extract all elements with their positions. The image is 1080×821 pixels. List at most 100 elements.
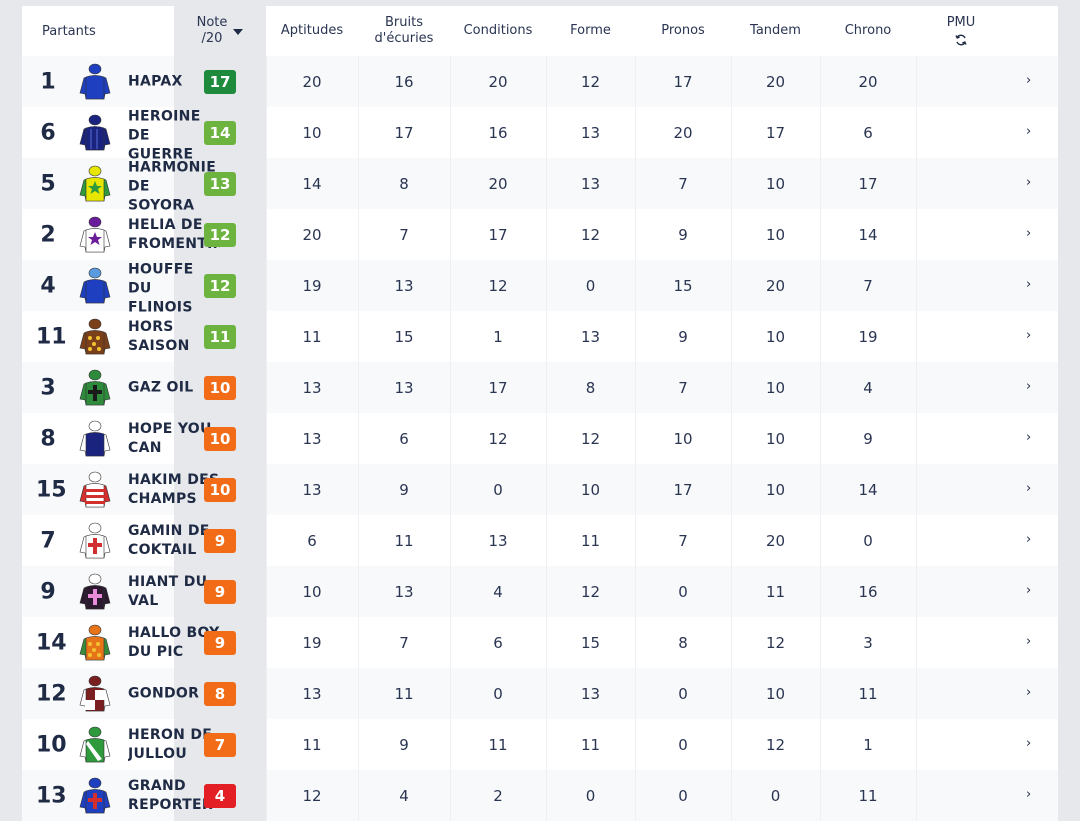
column-divider [731, 413, 732, 464]
score-aptitudes: 19 [302, 633, 322, 652]
score-bruits: 13 [394, 276, 414, 295]
score-pronos: 9 [678, 327, 688, 346]
chevron-right-icon[interactable]: › [1026, 633, 1032, 649]
column-divider [358, 566, 359, 617]
chevron-right-icon[interactable]: › [1026, 429, 1032, 445]
chevron-right-icon[interactable]: › [1026, 378, 1032, 394]
score-aptitudes: 11 [302, 327, 322, 346]
column-divider [358, 719, 359, 770]
column-divider [635, 56, 636, 107]
score-chrono: 20 [858, 72, 878, 91]
column-divider [731, 515, 732, 566]
chevron-right-icon[interactable]: › [1026, 735, 1032, 751]
horse-name[interactable]: GONDOR [128, 685, 200, 701]
chevron-right-icon[interactable]: › [1026, 123, 1032, 139]
column-divider [635, 158, 636, 209]
column-divider [450, 770, 451, 821]
horse-number: 11 [36, 324, 67, 349]
chevron-right-icon[interactable]: › [1026, 225, 1032, 241]
score-aptitudes: 13 [302, 480, 322, 499]
column-divider [450, 311, 451, 362]
score-conditions: 20 [488, 174, 508, 193]
table-row[interactable]: 8 HOPE YOU CAN 10 13 6 12 12 10 10 9 › [22, 413, 1058, 464]
horse-name[interactable]: GAZ OIL [128, 379, 194, 395]
score-bruits: 9 [399, 735, 409, 754]
note-badge: 12 [204, 222, 236, 247]
horse-name[interactable]: HERON DE JULLOU [128, 726, 213, 762]
column-divider [358, 617, 359, 668]
horse-number: 1 [40, 69, 56, 94]
score-bruits: 11 [394, 531, 414, 550]
table-row[interactable]: 11 HORS SAISON 11 11 15 1 13 9 10 19 › [22, 311, 1058, 362]
table-row[interactable]: 2 HELIA DE FROMENTIN 12 20 7 17 12 9 10 14 › [22, 209, 1058, 260]
chevron-right-icon[interactable]: › [1026, 786, 1032, 802]
table-row[interactable]: 13 GRAND REPORTER 4 12 4 2 0 0 0 11 › [22, 770, 1058, 821]
table-row[interactable]: 5 HARMONIE DE SOYORA 13 14 8 20 13 7 10 17 › [22, 158, 1058, 209]
chevron-right-icon[interactable]: › [1026, 327, 1032, 343]
column-divider [916, 209, 917, 260]
horse-name[interactable]: HORS SAISON [128, 318, 190, 354]
table-row[interactable]: 15 HAKIM DES CHAMPS 10 13 9 0 10 17 10 14 › [22, 464, 1058, 515]
column-divider [266, 464, 267, 515]
column-divider [916, 158, 917, 209]
horse-name[interactable]: HIANT DU VAL [128, 573, 208, 609]
header-pmu[interactable]: PMU [916, 6, 1006, 56]
horse-name[interactable]: HAKIM DES CHAMPS [128, 471, 220, 507]
column-divider [358, 209, 359, 260]
chevron-right-icon[interactable]: › [1026, 684, 1032, 700]
partants-table: Partants Note /20 Aptitudes Bruits d'écu… [22, 6, 1058, 821]
column-divider [266, 107, 267, 158]
table-row[interactable]: 3 GAZ OIL 10 13 13 17 8 7 10 4 › [22, 362, 1058, 413]
chevron-right-icon[interactable]: › [1026, 174, 1032, 190]
chevron-right-icon[interactable]: › [1026, 531, 1032, 547]
score-tandem: 11 [765, 582, 786, 601]
refresh-icon[interactable] [955, 33, 967, 47]
chevron-right-icon[interactable]: › [1026, 276, 1032, 292]
horse-name[interactable]: HARMONIE DE SOYORA [128, 159, 217, 209]
column-divider [358, 515, 359, 566]
table-row[interactable]: 4 HOUFFE DU FLINOIS 12 19 13 12 0 15 20 7 › [22, 260, 1058, 311]
header-note-sort[interactable]: Note /20 [174, 6, 266, 56]
chevron-right-icon[interactable]: › [1026, 72, 1032, 88]
score-bruits: 6 [399, 429, 409, 448]
jockey-silk-icon [78, 675, 112, 713]
chevron-right-icon[interactable]: › [1026, 582, 1032, 598]
horse-name[interactable]: HEROINE DE GUERRE [128, 108, 201, 158]
horse-name[interactable]: HALLO BOY DU PIC [128, 624, 220, 660]
horse-name[interactable]: HELIA DE FROMENTIN [128, 216, 220, 252]
chevron-right-icon[interactable]: › [1026, 480, 1032, 496]
column-divider [358, 413, 359, 464]
score-chrono: 11 [858, 684, 878, 703]
table-row[interactable]: 14 HALLO BOY DU PIC 9 19 7 6 15 8 12 3 › [22, 617, 1058, 668]
header-tandem: Tandem [750, 23, 801, 38]
score-conditions: 2 [493, 786, 503, 805]
column-divider [266, 668, 267, 719]
table-row[interactable]: 10 HERON DE JULLOU 7 11 9 11 11 0 12 1 › [22, 719, 1058, 770]
column-divider [358, 668, 359, 719]
score-chrono: 1 [863, 735, 873, 754]
column-divider [635, 719, 636, 770]
score-conditions: 11 [488, 735, 508, 754]
horse-name[interactable]: HOPE YOU CAN [128, 420, 212, 456]
caret-down-icon[interactable] [233, 29, 244, 35]
table-row[interactable]: 9 HIANT DU VAL 9 10 13 4 12 0 11 16 › [22, 566, 1058, 617]
header-pronos: Pronos [661, 23, 705, 38]
score-chrono: 0 [863, 531, 873, 550]
horse-name[interactable]: GRAND REPORTER [128, 777, 213, 813]
score-pronos: 15 [673, 276, 693, 295]
column-divider [358, 464, 359, 515]
header-pmu-label: PMU [946, 15, 976, 30]
horse-name[interactable]: GAMIN DE COKTAIL [128, 522, 210, 558]
jockey-silk-icon [78, 114, 112, 152]
column-divider [820, 107, 821, 158]
table-row[interactable]: 12 GONDOR 8 13 11 0 13 0 10 11 › [22, 668, 1058, 719]
horse-name[interactable]: HAPAX [128, 73, 183, 89]
horse-name[interactable]: HOUFFE DU FLINOIS [128, 261, 194, 311]
column-divider [731, 260, 732, 311]
table-row[interactable]: 6 HEROINE DE GUERRE 14 10 17 16 13 20 17 6 › [22, 107, 1058, 158]
score-tandem: 10 [765, 684, 786, 703]
table-row[interactable]: 1 HAPAX 17 20 16 20 12 17 20 20 › [22, 56, 1058, 107]
score-forme: 15 [580, 633, 601, 652]
table-row[interactable]: 7 GAMIN DE COKTAIL 9 6 11 13 11 7 20 0 › [22, 515, 1058, 566]
column-divider [731, 719, 732, 770]
